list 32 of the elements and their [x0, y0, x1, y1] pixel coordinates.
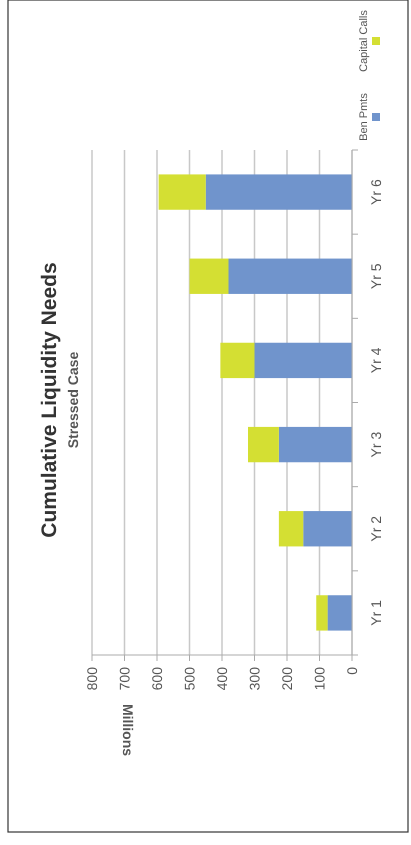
bar — [228, 258, 352, 294]
legend-label: Ben Pmts — [358, 92, 370, 141]
bar — [303, 511, 352, 546]
text: Cumulative Liquidity Needs — [38, 262, 61, 538]
y-tick-label: Yr 2 — [368, 516, 384, 542]
x-tick-label: 200 — [279, 666, 295, 690]
bar — [316, 595, 328, 631]
y-tick-label: Yr 4 — [368, 347, 384, 374]
x-tick-label: 800 — [84, 666, 100, 690]
y-tick-label: Yr 1 — [368, 600, 384, 626]
bar — [158, 174, 206, 210]
y-tick-label: Yr 5 — [368, 263, 384, 290]
bar — [206, 174, 352, 210]
x-tick-label: 400 — [214, 666, 230, 690]
x-tick-label: 0 — [344, 666, 360, 675]
bar — [220, 342, 254, 378]
bar — [190, 258, 228, 294]
y-tick-label: Yr 6 — [368, 179, 384, 205]
x-tick-label: 300 — [246, 666, 262, 690]
bar — [254, 342, 352, 378]
x-tick-label: 100 — [312, 666, 328, 690]
bar — [248, 426, 279, 462]
bar — [328, 595, 352, 631]
text: Millions — [120, 704, 136, 756]
legend-label: Capital Calls — [358, 10, 370, 72]
x-tick-label: 700 — [116, 666, 132, 690]
text: Stressed Case — [65, 352, 81, 448]
y-tick-label: Yr 3 — [368, 432, 384, 458]
x-tick-label: 600 — [149, 666, 165, 690]
x-tick-label: 500 — [182, 666, 198, 690]
bar — [278, 511, 304, 546]
bar — [278, 426, 352, 462]
